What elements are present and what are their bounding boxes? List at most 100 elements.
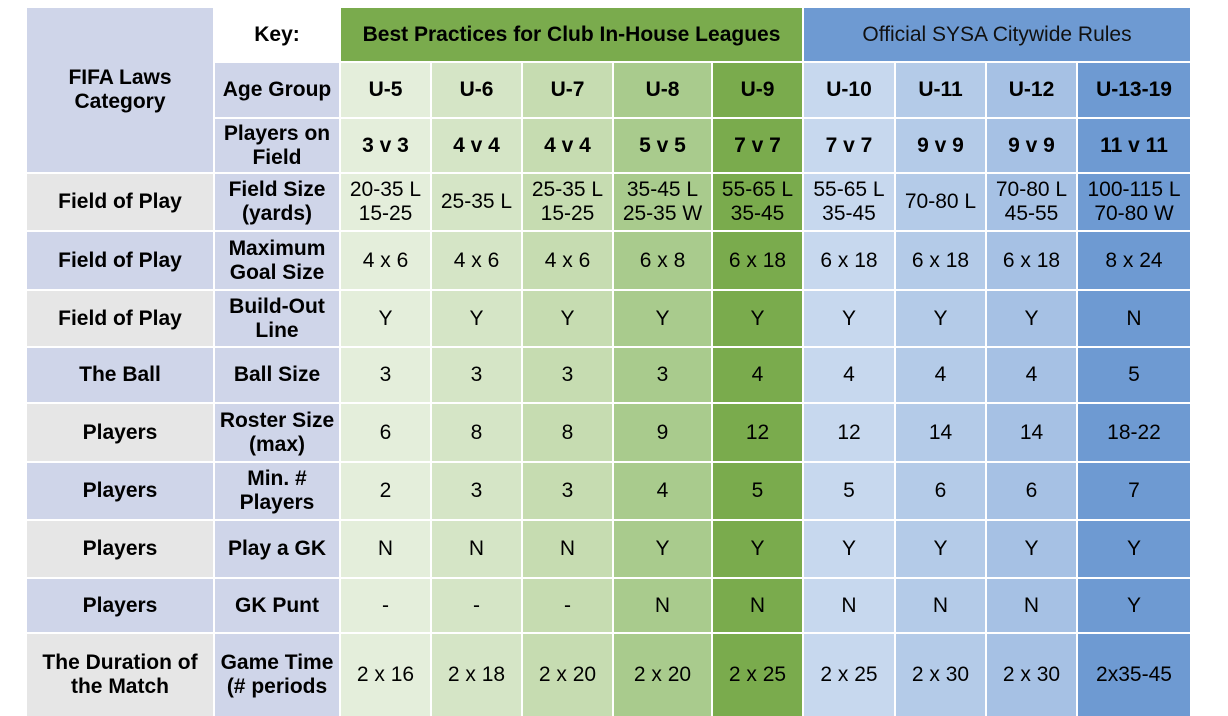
players-on-field-cell: 5 v 5	[614, 119, 711, 172]
players-on-field-cell: 4 v 4	[432, 119, 521, 172]
rule-value-cell: 7	[1078, 463, 1190, 519]
rule-value-cell: 2x35-45	[1078, 634, 1190, 716]
rule-value-cell: 6	[987, 463, 1076, 519]
rule-value-cell: 6 x 18	[896, 232, 985, 289]
law-category-cell: Field of Play	[27, 174, 213, 230]
rule-value-cell: 6 x 8	[614, 232, 711, 289]
rule-value-cell: Y	[1078, 521, 1190, 577]
law-category-cell: Field of Play	[27, 232, 213, 289]
rule-value-cell: Y	[713, 521, 802, 577]
rule-value-cell: 8	[523, 404, 612, 461]
rule-value-cell: 5	[1078, 348, 1190, 402]
players-on-field-cell: 3 v 3	[341, 119, 430, 172]
rule-value-cell: 2 x 20	[614, 634, 711, 716]
rule-value-cell: Y	[804, 291, 894, 346]
rule-value-cell: 2 x 25	[713, 634, 802, 716]
rule-name-cell: GK Punt	[215, 579, 339, 632]
players-on-field-cell: 9 v 9	[987, 119, 1076, 172]
key-label: Key:	[215, 8, 339, 61]
rule-value-cell: 20-35 L 15-25	[341, 174, 430, 230]
rule-value-cell: 12	[713, 404, 802, 461]
rule-value-cell: 14	[987, 404, 1076, 461]
rule-value-cell: N	[896, 579, 985, 632]
rule-value-cell: -	[523, 579, 612, 632]
law-category-cell: Players	[27, 404, 213, 461]
rule-value-cell: 2	[341, 463, 430, 519]
age-group-cell: U-13-19	[1078, 63, 1190, 117]
rule-value-cell: 6	[341, 404, 430, 461]
rule-name-cell: Ball Size	[215, 348, 339, 402]
age-group-cell: U-6	[432, 63, 521, 117]
rule-value-cell: 6	[896, 463, 985, 519]
rule-value-cell: N	[804, 579, 894, 632]
rule-name-cell: Play a GK	[215, 521, 339, 577]
best-practices-header: Best Practices for Club In-House Leagues	[341, 8, 802, 61]
law-category-cell: The Ball	[27, 348, 213, 402]
rule-value-cell: 5	[804, 463, 894, 519]
players-on-field-cell: 4 v 4	[523, 119, 612, 172]
rule-value-cell: 3	[523, 348, 612, 402]
law-category-cell: The Duration of the Match	[27, 634, 213, 716]
rule-value-cell: 70-80 L 45-55	[987, 174, 1076, 230]
rule-value-cell: 18-22	[1078, 404, 1190, 461]
rule-value-cell: 4	[713, 348, 802, 402]
rule-name-cell: Min. # Players	[215, 463, 339, 519]
rule-value-cell: 100-115 L 70-80 W	[1078, 174, 1190, 230]
players-on-field-cell: 7 v 7	[804, 119, 894, 172]
rule-name-cell: Roster Size (max)	[215, 404, 339, 461]
rule-value-cell: 3	[432, 463, 521, 519]
rule-value-cell: 4 x 6	[341, 232, 430, 289]
rule-value-cell: Y	[432, 291, 521, 346]
rule-value-cell: 25-35 L	[432, 174, 521, 230]
players-on-field-cell: 7 v 7	[713, 119, 802, 172]
law-category-cell: Players	[27, 521, 213, 577]
rule-value-cell: 8 x 24	[1078, 232, 1190, 289]
rule-value-cell: 25-35 L 15-25	[523, 174, 612, 230]
rule-value-cell: 8	[432, 404, 521, 461]
rule-value-cell: Y	[896, 291, 985, 346]
rule-value-cell: Y	[896, 521, 985, 577]
rule-value-cell: N	[523, 521, 612, 577]
players-on-field-label: Players on Field	[215, 119, 339, 172]
rule-value-cell: 4 x 6	[432, 232, 521, 289]
rule-value-cell: 2 x 30	[896, 634, 985, 716]
rule-value-cell: N	[987, 579, 1076, 632]
rule-value-cell: Y	[614, 291, 711, 346]
rule-value-cell: Y	[713, 291, 802, 346]
rule-value-cell: N	[614, 579, 711, 632]
rule-value-cell: Y	[341, 291, 430, 346]
age-group-cell: U-10	[804, 63, 894, 117]
rule-value-cell: 12	[804, 404, 894, 461]
rule-value-cell: 4	[987, 348, 1076, 402]
rule-value-cell: N	[341, 521, 430, 577]
rule-value-cell: 14	[896, 404, 985, 461]
rule-value-cell: 55-65 L 35-45	[713, 174, 802, 230]
rule-value-cell: 2 x 20	[523, 634, 612, 716]
age-group-cell: U-5	[341, 63, 430, 117]
rule-value-cell: 6 x 18	[804, 232, 894, 289]
rule-name-cell: Build-Out Line	[215, 291, 339, 346]
rule-value-cell: N	[1078, 291, 1190, 346]
age-group-cell: U-9	[713, 63, 802, 117]
law-category-cell: Field of Play	[27, 291, 213, 346]
rule-value-cell: 70-80 L	[896, 174, 985, 230]
rule-value-cell: 4	[804, 348, 894, 402]
age-group-label: Age Group	[215, 63, 339, 117]
rule-value-cell: 3	[432, 348, 521, 402]
law-category-cell: Players	[27, 463, 213, 519]
rule-value-cell: -	[341, 579, 430, 632]
rule-name-cell: Maximum Goal Size	[215, 232, 339, 289]
rule-value-cell: 2 x 30	[987, 634, 1076, 716]
rule-value-cell: 2 x 18	[432, 634, 521, 716]
rule-value-cell: 3	[341, 348, 430, 402]
age-group-cell: U-12	[987, 63, 1076, 117]
rule-value-cell: 4 x 6	[523, 232, 612, 289]
rule-value-cell: Y	[987, 521, 1076, 577]
rule-value-cell: 6 x 18	[713, 232, 802, 289]
rule-value-cell: Y	[1078, 579, 1190, 632]
age-group-cell: U-11	[896, 63, 985, 117]
rule-value-cell: Y	[614, 521, 711, 577]
rule-value-cell: 2 x 16	[341, 634, 430, 716]
rule-name-cell: Game Time (# periods	[215, 634, 339, 716]
rule-value-cell: Y	[804, 521, 894, 577]
